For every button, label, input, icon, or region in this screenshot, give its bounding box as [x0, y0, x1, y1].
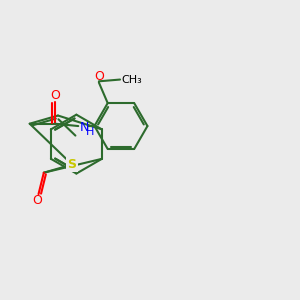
- Text: S: S: [68, 158, 76, 171]
- Text: N: N: [80, 121, 89, 134]
- Text: O: O: [32, 194, 42, 207]
- Text: O: O: [50, 88, 60, 102]
- Text: H: H: [86, 127, 94, 137]
- Text: CH₃: CH₃: [122, 74, 142, 85]
- Text: O: O: [94, 70, 104, 83]
